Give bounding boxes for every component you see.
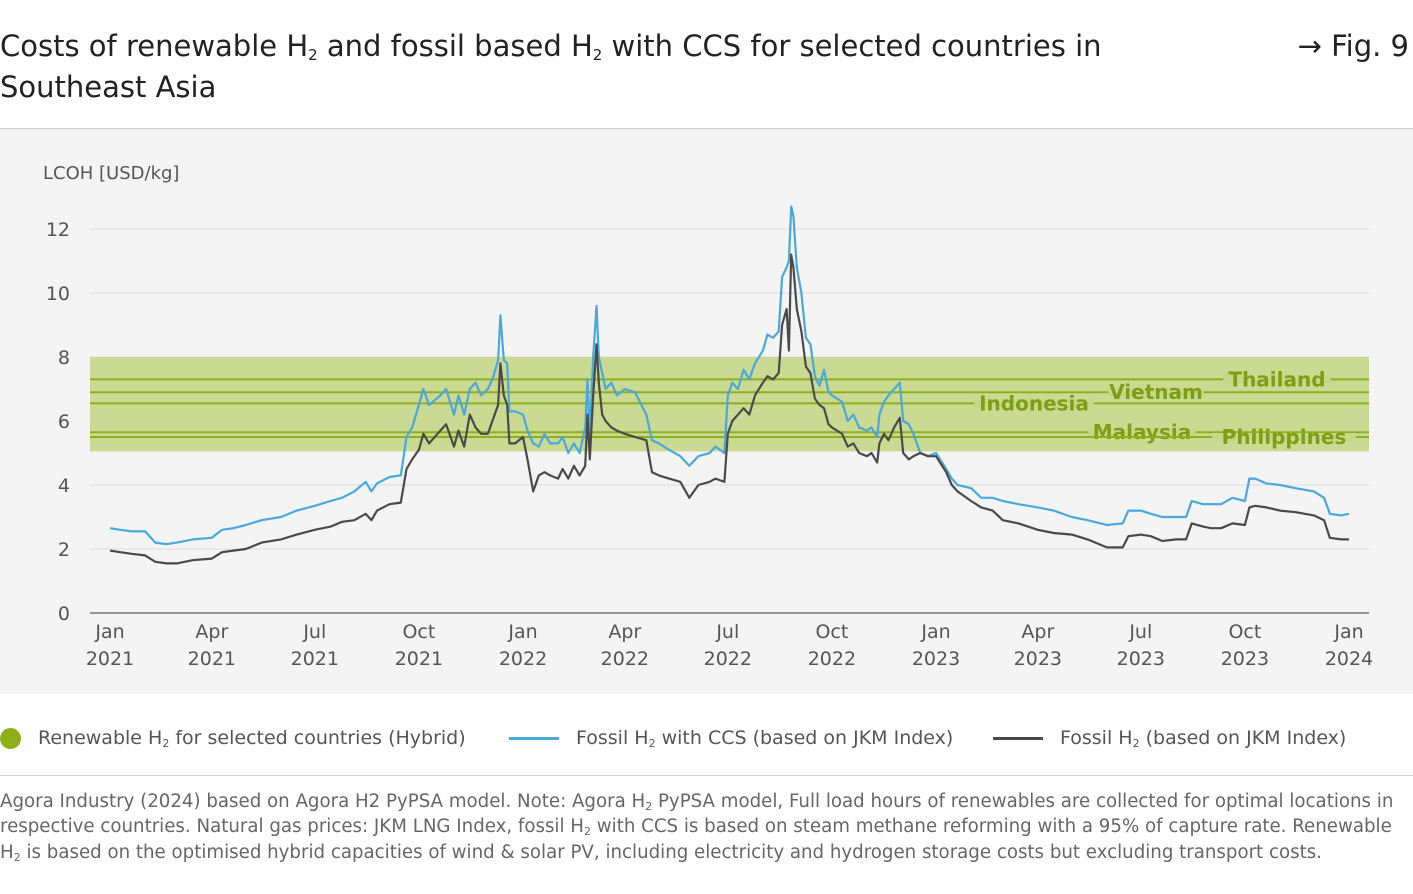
figure-reference: → Fig. 9 xyxy=(1297,29,1409,63)
chart-title: Costs of renewable H2 and fossil based H… xyxy=(0,29,1102,104)
series-layer xyxy=(109,205,1350,565)
x-tick-label-month-8: Jan xyxy=(920,621,950,643)
legend-line-fossil xyxy=(993,736,1043,740)
x-tick-label-year-6: 2022 xyxy=(704,648,752,670)
y-axis-label: LCOH [USD/kg] xyxy=(43,163,179,184)
country-label-philippines: Philippines xyxy=(1222,425,1347,449)
x-tick-label-month-1: Apr xyxy=(195,621,228,643)
ccs-series-line xyxy=(109,205,1350,546)
x-tick-label-year-4: 2022 xyxy=(499,648,547,670)
source-note: Agora Industry (2024) based on Agora H2 … xyxy=(0,791,1394,864)
x-tick-label-year-5: 2022 xyxy=(601,648,649,670)
x-tick-label-month-7: Oct xyxy=(815,621,848,643)
header-divider xyxy=(0,128,1413,129)
country-label-bg-philippines xyxy=(1211,433,1357,441)
legend-divider xyxy=(0,775,1413,776)
x-tick-label-month-3: Oct xyxy=(402,621,435,643)
country-label-indonesia: Indonesia xyxy=(979,391,1089,415)
x-tick-label-year-7: 2022 xyxy=(808,648,856,670)
legend-dot-renewable xyxy=(0,727,21,749)
country-label-bg-indonesia xyxy=(974,399,1094,408)
legend-label-ccs: Fossil H2 with CCS (based on JKM Index) xyxy=(576,727,954,750)
y-tick-label-10: 10 xyxy=(46,283,70,305)
country-label-thailand: Thailand xyxy=(1228,367,1325,391)
legend-label-renewable: Renewable H2 for selected countries (Hyb… xyxy=(38,727,466,750)
y-tick-label-4: 4 xyxy=(58,475,70,497)
x-tick-label-year-8: 2023 xyxy=(912,648,960,670)
x-tick-label-month-9: Apr xyxy=(1021,621,1054,643)
x-tick-label-month-11: Oct xyxy=(1228,621,1261,643)
legend-line-ccs xyxy=(509,736,559,740)
x-tick-label-year-0: 2021 xyxy=(86,648,134,670)
legend-item-ccs: Fossil H2 with CCS (based on JKM Index) xyxy=(509,722,953,754)
y-tick-label-0: 0 xyxy=(58,603,70,625)
legend: Renewable H2 for selected countries (Hyb… xyxy=(0,722,1413,754)
country-label-malaysia: Malaysia xyxy=(1093,420,1191,444)
country-label-bg-vietnam xyxy=(1108,388,1204,397)
x-tick-label-year-9: 2023 xyxy=(1014,648,1062,670)
country-label-bg-malaysia xyxy=(1088,428,1196,437)
legend-label-fossil: Fossil H2 (based on JKM Index) xyxy=(1060,727,1347,750)
x-tick-label-year-2: 2021 xyxy=(291,648,339,670)
legend-item-fossil: Fossil H2 (based on JKM Index) xyxy=(993,722,1346,754)
x-tick-label-month-4: Jan xyxy=(507,621,537,643)
x-tick-label-year-1: 2021 xyxy=(188,648,236,670)
x-tick-label-year-3: 2021 xyxy=(395,648,443,670)
y-tick-label-2: 2 xyxy=(58,539,70,561)
x-tick-label-year-12: 2024 xyxy=(1325,648,1373,670)
x-tick-label-year-10: 2023 xyxy=(1117,648,1165,670)
axes-layer: 0 2 4 6 8 10 12 Jan 2021 Apr 2021 Jul 2021 Oct 2021 Jan… xyxy=(46,219,1373,670)
x-tick-label-month-10: Jul xyxy=(1128,621,1152,643)
x-tick-label-year-11: 2023 xyxy=(1221,648,1269,670)
x-tick-label-month-5: Apr xyxy=(608,621,641,643)
legend-item-renewable: Renewable H2 for selected countries (Hyb… xyxy=(0,722,466,754)
x-tick-label-month-12: Jan xyxy=(1333,621,1363,643)
x-tick-label-month-2: Jul xyxy=(302,621,326,643)
country-label-vietnam: Vietnam xyxy=(1109,380,1203,404)
y-tick-label-12: 12 xyxy=(46,219,70,241)
x-tick-label-month-6: Jul xyxy=(715,621,739,643)
y-tick-label-6: 6 xyxy=(58,411,70,433)
x-tick-label-month-0: Jan xyxy=(94,621,124,643)
y-tick-label-8: 8 xyxy=(58,347,70,369)
country-label-bg-thailand xyxy=(1223,375,1331,384)
fossil-series-line xyxy=(109,253,1349,565)
